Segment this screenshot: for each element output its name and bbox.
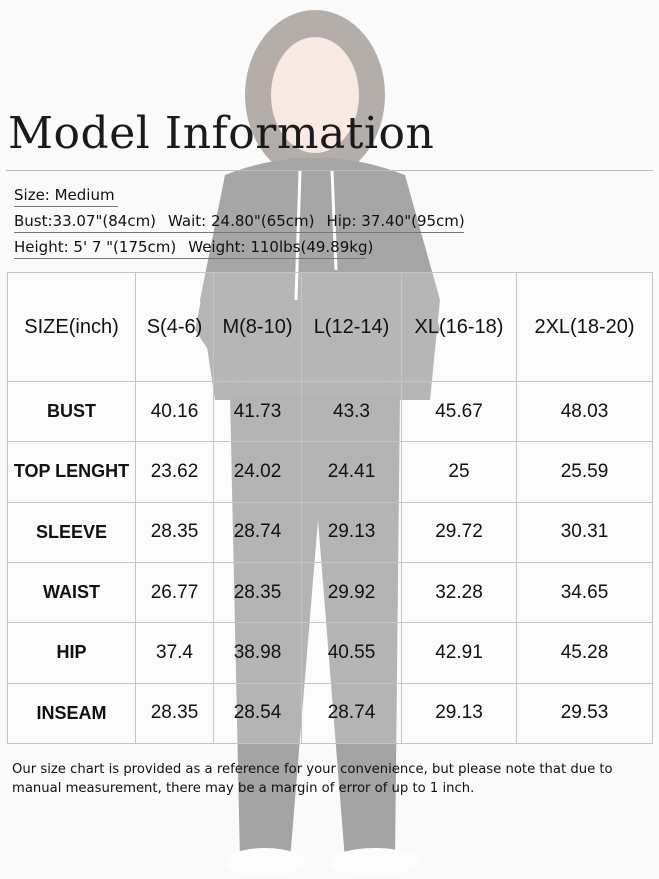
size-chart: SIZE(inch) S(4-6) M(8-10) L(12-14) XL(16… <box>7 272 653 745</box>
table-cell: 30.31 <box>516 501 653 563</box>
model-waist: Wait: 24.80"(65cm) <box>168 212 315 230</box>
table-cell: 28.74 <box>301 682 402 745</box>
model-bust: Bust:33.07"(84cm) <box>14 212 157 230</box>
table-cell: 45.28 <box>516 622 653 684</box>
table-cell: 28.35 <box>213 561 302 624</box>
table-cell: 25.59 <box>516 441 653 503</box>
header-cell: XL(16-18) <box>401 272 517 382</box>
header-cell: 2XL(18-20) <box>516 272 653 382</box>
table-cell: 28.35 <box>135 682 214 745</box>
table-cell: 24.41 <box>301 441 402 503</box>
table-cell: 38.98 <box>213 622 302 684</box>
table-cell: 45.67 <box>401 380 517 443</box>
page-title: Model Information <box>8 108 435 159</box>
table-cell: 28.54 <box>213 682 302 745</box>
model-hip: Hip: 37.40"(95cm) <box>326 212 465 230</box>
table-cell: 23.62 <box>135 441 214 503</box>
table-cell: 42.91 <box>401 622 517 684</box>
table-cell: 29.53 <box>516 682 653 745</box>
header-cell: M(8-10) <box>213 272 302 382</box>
underline <box>14 232 464 233</box>
header-row: SIZE(inch) S(4-6) M(8-10) L(12-14) XL(16… <box>7 272 653 382</box>
table-cell: 26.77 <box>135 561 214 624</box>
row-label: SLEEVE <box>7 501 136 563</box>
table-cell: 24.02 <box>213 441 302 503</box>
disclaimer-note: Our size chart is provided as a referenc… <box>12 762 613 796</box>
table-cell: 40.16 <box>135 380 214 443</box>
model-height-weight: Height: 5' 7 "(175cm) Weight: 110lbs(49.8… <box>14 238 385 256</box>
row-label: TOP LENGHT <box>7 441 136 503</box>
table-cell: 40.55 <box>301 622 402 684</box>
table-row: BUST 40.16 41.73 43.3 45.67 48.03 <box>7 380 653 443</box>
table-row: HIP 37.4 38.98 40.55 42.91 45.28 <box>7 622 653 684</box>
table-row: SLEEVE 28.35 28.74 29.13 29.72 30.31 <box>7 501 653 563</box>
table-cell: 34.65 <box>516 561 653 624</box>
table-cell: 25 <box>401 441 517 503</box>
row-label: INSEAM <box>7 682 136 745</box>
header-cell: L(12-14) <box>301 272 402 382</box>
header-cell: S(4-6) <box>135 272 214 382</box>
table-cell: 29.13 <box>301 501 402 563</box>
model-measurements: Bust:33.07"(84cm) Wait: 24.80"(65cm) Hip: … <box>14 212 477 230</box>
table-cell: 48.03 <box>516 380 653 443</box>
table-cell: 29.13 <box>401 682 517 745</box>
table-cell: 37.4 <box>135 622 214 684</box>
underline <box>14 258 366 259</box>
model-weight: Weight: 110lbs(49.89kg) <box>188 238 374 256</box>
row-label: HIP <box>7 622 136 684</box>
table-cell: 28.35 <box>135 501 214 563</box>
table-cell: 32.28 <box>401 561 517 624</box>
table-cell: 28.74 <box>213 501 302 563</box>
underline <box>14 206 118 207</box>
model-height: Height: 5' 7 "(175cm) <box>14 238 177 256</box>
row-label: BUST <box>7 380 136 443</box>
table-row: TOP LENGHT 23.62 24.02 24.41 25 25.59 <box>7 441 653 503</box>
title-divider <box>6 170 653 171</box>
table-row: WAIST 26.77 28.35 29.92 32.28 34.65 <box>7 561 653 624</box>
table-cell: 43.3 <box>301 380 402 443</box>
table-row: INSEAM 28.35 28.54 28.74 29.13 29.53 <box>7 682 653 745</box>
row-label: WAIST <box>7 561 136 624</box>
table-cell: 29.92 <box>301 561 402 624</box>
model-size: Size: Medium <box>14 186 115 204</box>
header-cell: SIZE(inch) <box>7 272 136 382</box>
table-cell: 29.72 <box>401 501 517 563</box>
table-cell: 41.73 <box>213 380 302 443</box>
